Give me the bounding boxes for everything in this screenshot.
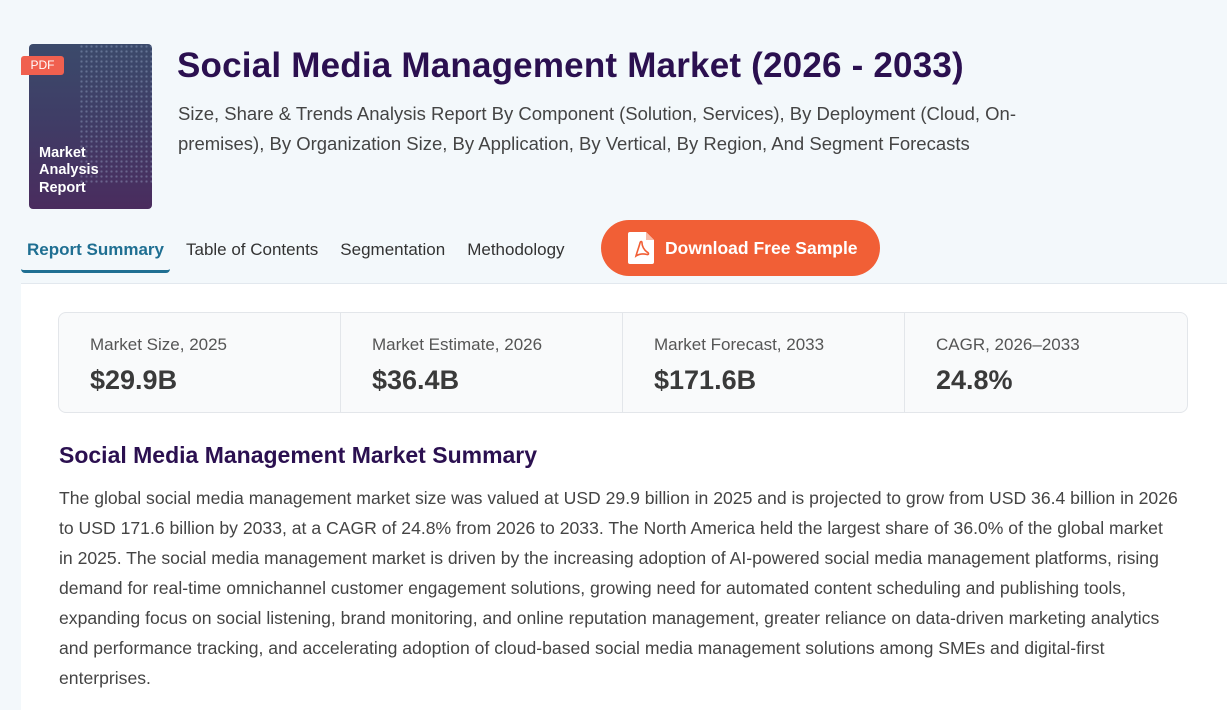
- tab-report-summary[interactable]: Report Summary: [21, 229, 170, 273]
- cover-line-2: Analysis: [39, 162, 99, 178]
- pdf-badge: PDF: [21, 56, 64, 75]
- download-button-label: Download Free Sample: [665, 237, 858, 258]
- report-summary-panel: Market Size, 2025 $29.9B Market Estimate…: [21, 283, 1227, 710]
- report-header: Market Analysis Report PDF Social Media …: [0, 0, 1227, 283]
- cover-line-3: Report: [39, 179, 86, 196]
- stat-label: Market Forecast, 2033: [654, 335, 825, 354]
- page-title: Social Media Management Market (2026 - 2…: [177, 46, 964, 85]
- summary-heading: Social Media Management Market Summary: [59, 442, 538, 468]
- report-cover-image[interactable]: Market Analysis Report: [29, 44, 152, 209]
- market-stats: Market Size, 2025 $29.9B Market Estimate…: [58, 312, 1188, 413]
- stat-cagr: CAGR, 2026–2033 24.8%: [905, 313, 1187, 412]
- tab-methodology[interactable]: Methodology: [467, 240, 565, 259]
- summary-paragraph: The global social media management marke…: [59, 488, 1178, 688]
- stat-value: $171.6B: [654, 365, 757, 395]
- cover-text: Market Analysis Report: [39, 145, 99, 198]
- tab-segmentation[interactable]: Segmentation: [340, 240, 446, 259]
- stat-value: 24.8%: [936, 365, 1013, 395]
- stat-label: CAGR, 2026–2033: [936, 335, 1080, 354]
- stat-market-estimate: Market Estimate, 2026 $36.4B: [341, 313, 623, 412]
- stat-value: $36.4B: [372, 365, 460, 395]
- report-tabs: Report Summary Table of Contents Segment…: [21, 228, 581, 274]
- stat-label: Market Size, 2025: [90, 335, 228, 354]
- cover-dot-pattern: [79, 44, 152, 184]
- download-free-sample-button[interactable]: Download Free Sample: [601, 220, 880, 276]
- stat-market-forecast: Market Forecast, 2033 $171.6B: [623, 313, 905, 412]
- pdf-file-icon: [628, 232, 654, 264]
- stat-label: Market Estimate, 2026: [372, 335, 543, 354]
- stat-value: $29.9B: [90, 365, 178, 395]
- stat-market-size: Market Size, 2025 $29.9B: [59, 313, 341, 412]
- page-subtitle: Size, Share & Trends Analysis Report By …: [178, 103, 1017, 154]
- tab-table-of-contents[interactable]: Table of Contents: [185, 240, 319, 259]
- cover-line-1: Market: [39, 144, 86, 161]
